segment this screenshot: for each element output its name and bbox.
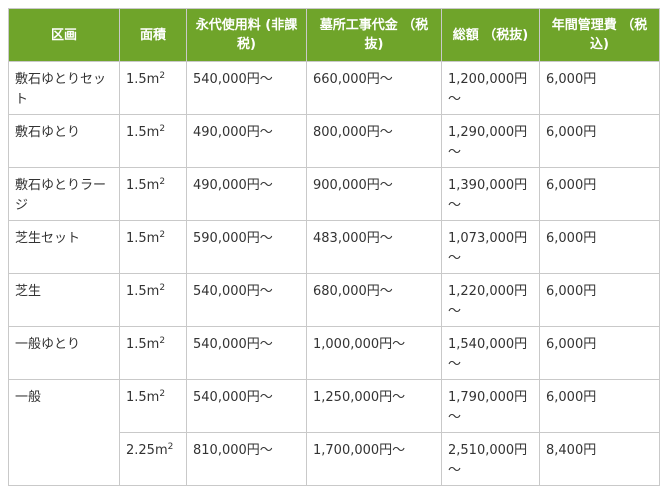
total-cell: 1,390,000円～	[441, 167, 540, 221]
table-row: 芝生セット 1.5m2 590,000円～ 483,000円～ 1,073,00…	[8, 220, 660, 274]
area-cell: 1.5m2	[119, 273, 187, 327]
header-perpetual-fee: 永代使用料 (非課税)	[186, 8, 307, 62]
area-cell: 1.5m2	[119, 61, 187, 115]
plot-name: 一般ゆとり	[8, 326, 120, 380]
perpetual-fee-cell: 540,000円～	[186, 273, 307, 327]
table-row: 敷石ゆとりセット 1.5m2 540,000円～ 660,000円～ 1,200…	[8, 61, 660, 115]
construction-fee-cell: 900,000円～	[306, 167, 442, 221]
plot-name: 敷石ゆとりラージ	[8, 167, 120, 221]
area-value: 1.5m	[126, 390, 160, 405]
annual-fee-cell: 6,000円	[539, 114, 660, 168]
annual-fee-cell: 6,000円	[539, 220, 660, 274]
annual-fee-cell: 6,000円	[539, 379, 660, 433]
perpetual-fee-cell: 490,000円～	[186, 167, 307, 221]
plot-name: 敷石ゆとりセット	[8, 61, 120, 115]
header-plot: 区画	[8, 8, 120, 62]
perpetual-fee-cell: 810,000円～	[186, 432, 307, 486]
area-value: 1.5m	[126, 284, 160, 299]
construction-fee-cell: 800,000円～	[306, 114, 442, 168]
area-value: 1.5m	[126, 72, 160, 87]
total-cell: 1,200,000円～	[441, 61, 540, 115]
area-value: 1.5m	[126, 337, 160, 352]
construction-fee-cell: 1,700,000円～	[306, 432, 442, 486]
annual-fee-cell: 6,000円	[539, 167, 660, 221]
area-unit-sup: 2	[159, 283, 166, 293]
plot-name: 芝生	[8, 273, 120, 327]
header-row: 区画 面積 永代使用料 (非課税) 墓所工事代金 （税抜) 総額 （税抜) 年間…	[8, 8, 660, 62]
construction-fee-cell: 483,000円～	[306, 220, 442, 274]
perpetual-fee-cell: 590,000円～	[186, 220, 307, 274]
area-unit-sup: 2	[167, 442, 174, 452]
area-cell: 1.5m2	[119, 220, 187, 274]
plot-name: 一般	[8, 379, 120, 486]
total-cell: 1,790,000円～	[441, 379, 540, 433]
perpetual-fee-cell: 540,000円～	[186, 61, 307, 115]
area-unit-sup: 2	[159, 230, 166, 240]
area-value: 1.5m	[126, 178, 160, 193]
table-row: 敷石ゆとり 1.5m2 490,000円～ 800,000円～ 1,290,00…	[8, 114, 660, 168]
total-cell: 1,290,000円～	[441, 114, 540, 168]
header-construction-fee: 墓所工事代金 （税抜)	[306, 8, 442, 62]
perpetual-fee-cell: 490,000円～	[186, 114, 307, 168]
total-cell: 2,510,000円～	[441, 432, 540, 486]
area-cell: 2.25m2	[119, 432, 187, 486]
area-value: 2.25m	[126, 443, 168, 458]
plot-name: 芝生セット	[8, 220, 120, 274]
table-row: 敷石ゆとりラージ 1.5m2 490,000円～ 900,000円～ 1,390…	[8, 167, 660, 221]
table-row: 一般 1.5m2 540,000円～ 1,250,000円～ 1,790,000…	[8, 379, 660, 486]
area-value: 1.5m	[126, 125, 160, 140]
area-cell: 1.5m2	[119, 114, 187, 168]
header-annual-fee: 年間管理費 （税込)	[539, 8, 660, 62]
total-cell: 1,220,000円～	[441, 273, 540, 327]
area-unit-sup: 2	[159, 336, 166, 346]
area-unit-sup: 2	[159, 389, 166, 399]
annual-fee-cell: 6,000円	[539, 61, 660, 115]
table-row: 2.25m2 810,000円～ 1,700,000円～ 2,510,000円～…	[9, 432, 660, 486]
table-row: 芝生 1.5m2 540,000円～ 680,000円～ 1,220,000円～…	[8, 273, 660, 327]
perpetual-fee-cell: 540,000円～	[186, 326, 307, 380]
construction-fee-cell: 680,000円～	[306, 273, 442, 327]
price-table: 区画 面積 永代使用料 (非課税) 墓所工事代金 （税抜) 総額 （税抜) 年間…	[8, 8, 660, 486]
perpetual-fee-cell: 540,000円～	[186, 379, 307, 433]
annual-fee-cell: 6,000円	[539, 273, 660, 327]
total-cell: 1,073,000円～	[441, 220, 540, 274]
annual-fee-cell: 6,000円	[539, 326, 660, 380]
header-area: 面積	[119, 8, 187, 62]
area-value: 1.5m	[126, 231, 160, 246]
table-row: 一般ゆとり 1.5m2 540,000円～ 1,000,000円～ 1,540,…	[8, 326, 660, 380]
area-cell: 1.5m2	[119, 326, 187, 380]
area-unit-sup: 2	[159, 71, 166, 81]
construction-fee-cell: 660,000円～	[306, 61, 442, 115]
area-unit-sup: 2	[159, 177, 166, 187]
area-unit-sup: 2	[159, 124, 166, 134]
construction-fee-cell: 1,250,000円～	[306, 379, 442, 433]
area-cell: 1.5m2	[119, 379, 187, 433]
construction-fee-cell: 1,000,000円～	[306, 326, 442, 380]
area-cell: 1.5m2	[119, 167, 187, 221]
annual-fee-cell: 8,400円	[539, 432, 660, 486]
total-cell: 1,540,000円～	[441, 326, 540, 380]
header-total: 総額 （税抜)	[441, 8, 540, 62]
plot-name: 敷石ゆとり	[8, 114, 120, 168]
